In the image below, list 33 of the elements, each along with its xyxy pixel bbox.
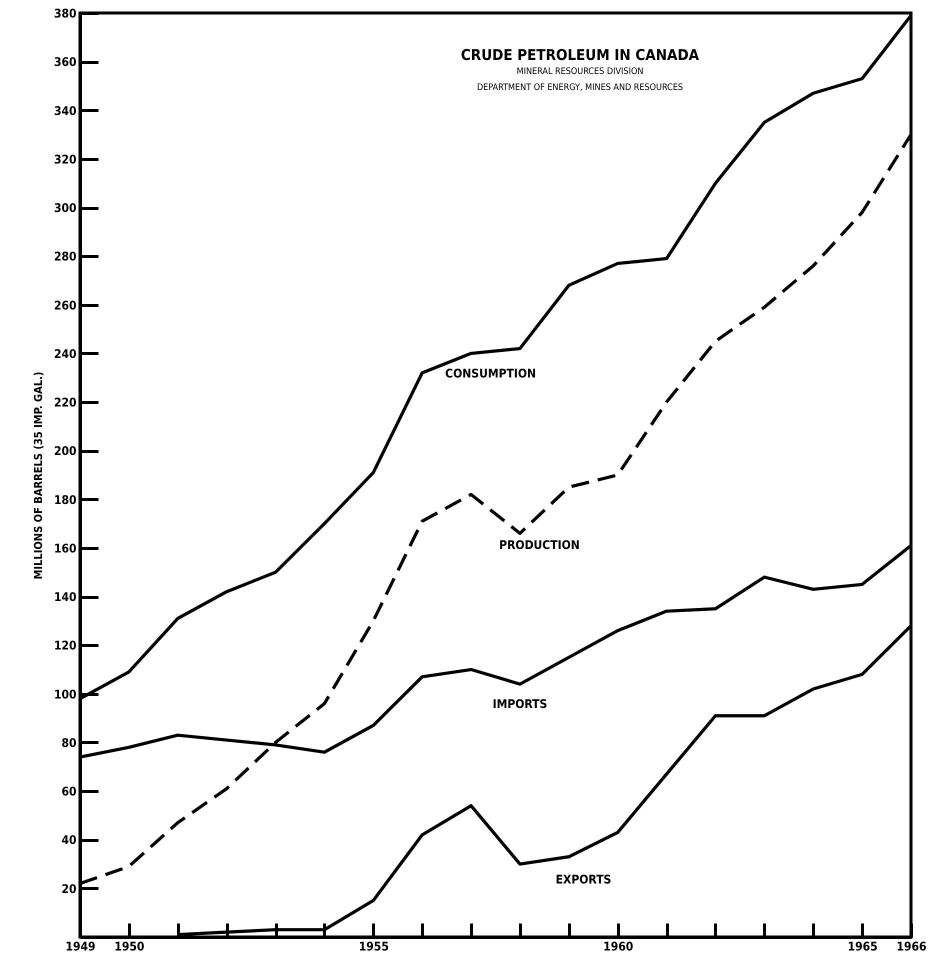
series-label: CONSUMPTION [445, 366, 536, 380]
x-tick-label: 1960 [603, 940, 634, 954]
x-tick-label: 1955 [358, 940, 389, 954]
y-tick-label: 320 [54, 152, 76, 166]
text: MINERAL RESOURCES DIVISION [516, 67, 644, 77]
y-tick-label: 40 [61, 833, 76, 848]
y-tick-label: 120 [54, 638, 76, 653]
y-tick-label: 300 [54, 201, 76, 216]
x-tick-label: 1966 [896, 940, 927, 954]
x-tick-label: 1965 [848, 940, 878, 954]
y-tick-label: 280 [54, 250, 76, 264]
y-tick-label: 60 [61, 784, 76, 799]
x-tick-label: 1949 [65, 940, 96, 954]
series-label: EXPORTS [556, 872, 612, 886]
y-tick-label: 100 [54, 687, 76, 702]
y-tick-label: 80 [61, 736, 76, 750]
y-tick-label: 360 [54, 55, 76, 70]
y-tick-label: 180 [54, 492, 76, 507]
y-axis-title: MILLIONS OF BARRELS (35 IMP. GAL.) [32, 372, 45, 580]
y-tick-label: 140 [54, 590, 76, 604]
y-tick-label: 200 [54, 444, 76, 458]
y-tick-label: 260 [54, 298, 76, 312]
y-tick-label: 20 [61, 882, 76, 896]
series-label: PRODUCTION [499, 538, 580, 552]
x-tick-label: 1950 [114, 940, 144, 954]
y-tick-label: 340 [54, 104, 76, 118]
text: CRUDE PETROLEUM IN CANADA [460, 46, 700, 64]
annotation: DEPARTMENT OF ENERGY, MINES AND RESOURCES [476, 83, 684, 93]
y-tick-label: 380 [54, 6, 76, 20]
y-tick-label: 160 [54, 541, 76, 556]
y-tick-label: 240 [54, 346, 76, 361]
y-tick-label: 220 [54, 396, 76, 410]
series-label: IMPORTS [492, 697, 548, 712]
